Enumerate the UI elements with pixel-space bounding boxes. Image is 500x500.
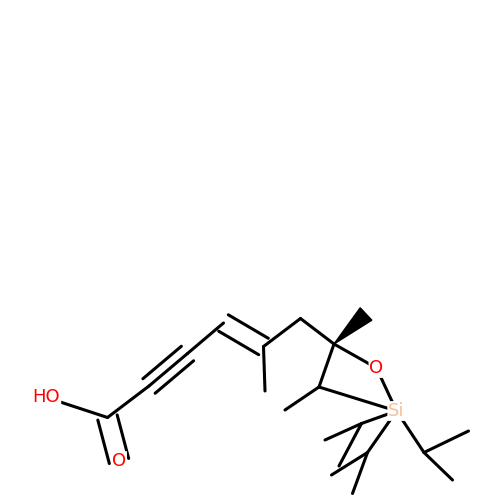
Polygon shape	[334, 308, 372, 344]
Text: Si: Si	[388, 402, 405, 420]
Text: O: O	[370, 359, 384, 377]
Text: O: O	[112, 452, 126, 470]
Text: HO: HO	[32, 388, 60, 406]
